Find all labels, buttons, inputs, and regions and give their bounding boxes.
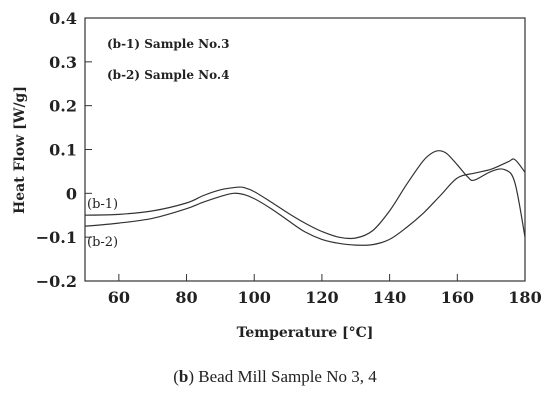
x-tick-label: 140 — [373, 288, 406, 307]
x-tick-label: 160 — [441, 288, 474, 307]
legend-entry-b1: (b-1) Sample No.3 — [107, 37, 229, 51]
y-tick-label: 0.3 — [49, 53, 77, 72]
y-tick-label: −0.2 — [36, 272, 77, 291]
legend-entry-b2: (b-2) Sample No.4 — [107, 68, 229, 82]
y-tick-label: 0.1 — [49, 141, 77, 160]
y-tick-label: −0.1 — [36, 228, 77, 247]
curve-label-b2: (b-2) — [87, 235, 118, 250]
x-tick-label: 180 — [508, 288, 541, 307]
plot-frame — [84, 17, 526, 282]
y-axis-title: Heat Flow [W/g] — [12, 86, 28, 214]
curve-label-b1: (b-1) — [87, 197, 118, 212]
caption-text: ) Bead Mill Sample No 3, 4 — [188, 367, 377, 386]
y-tick-label: 0.4 — [49, 9, 77, 28]
x-tick-label: 60 — [108, 288, 130, 307]
series-line-2 — [84, 158, 526, 246]
y-tick-label: 0.2 — [49, 97, 77, 116]
x-tick-label: 120 — [305, 288, 338, 307]
x-tick-label: 80 — [175, 288, 197, 307]
x-axis-title: Temperature [°C] — [237, 325, 374, 341]
caption-letter: b — [178, 367, 189, 386]
x-tick-label: 100 — [238, 288, 271, 307]
dsc-chart: 60 80 100 120 140 160 180 0.4 0.3 0.2 0.1 0 −0.1 −0.2… — [12, 9, 542, 341]
figure-caption: (b) Bead Mill Sample No 3, 4 — [0, 367, 550, 387]
y-tick-label: 0 — [66, 184, 77, 203]
series-group — [84, 150, 526, 246]
series-line-1 — [84, 150, 526, 240]
caption-open: ( — [173, 367, 179, 386]
tick-group: 60 80 100 120 140 160 180 0.4 0.3 0.2 0.1 0 −0.1 −0.2 — [36, 9, 542, 307]
